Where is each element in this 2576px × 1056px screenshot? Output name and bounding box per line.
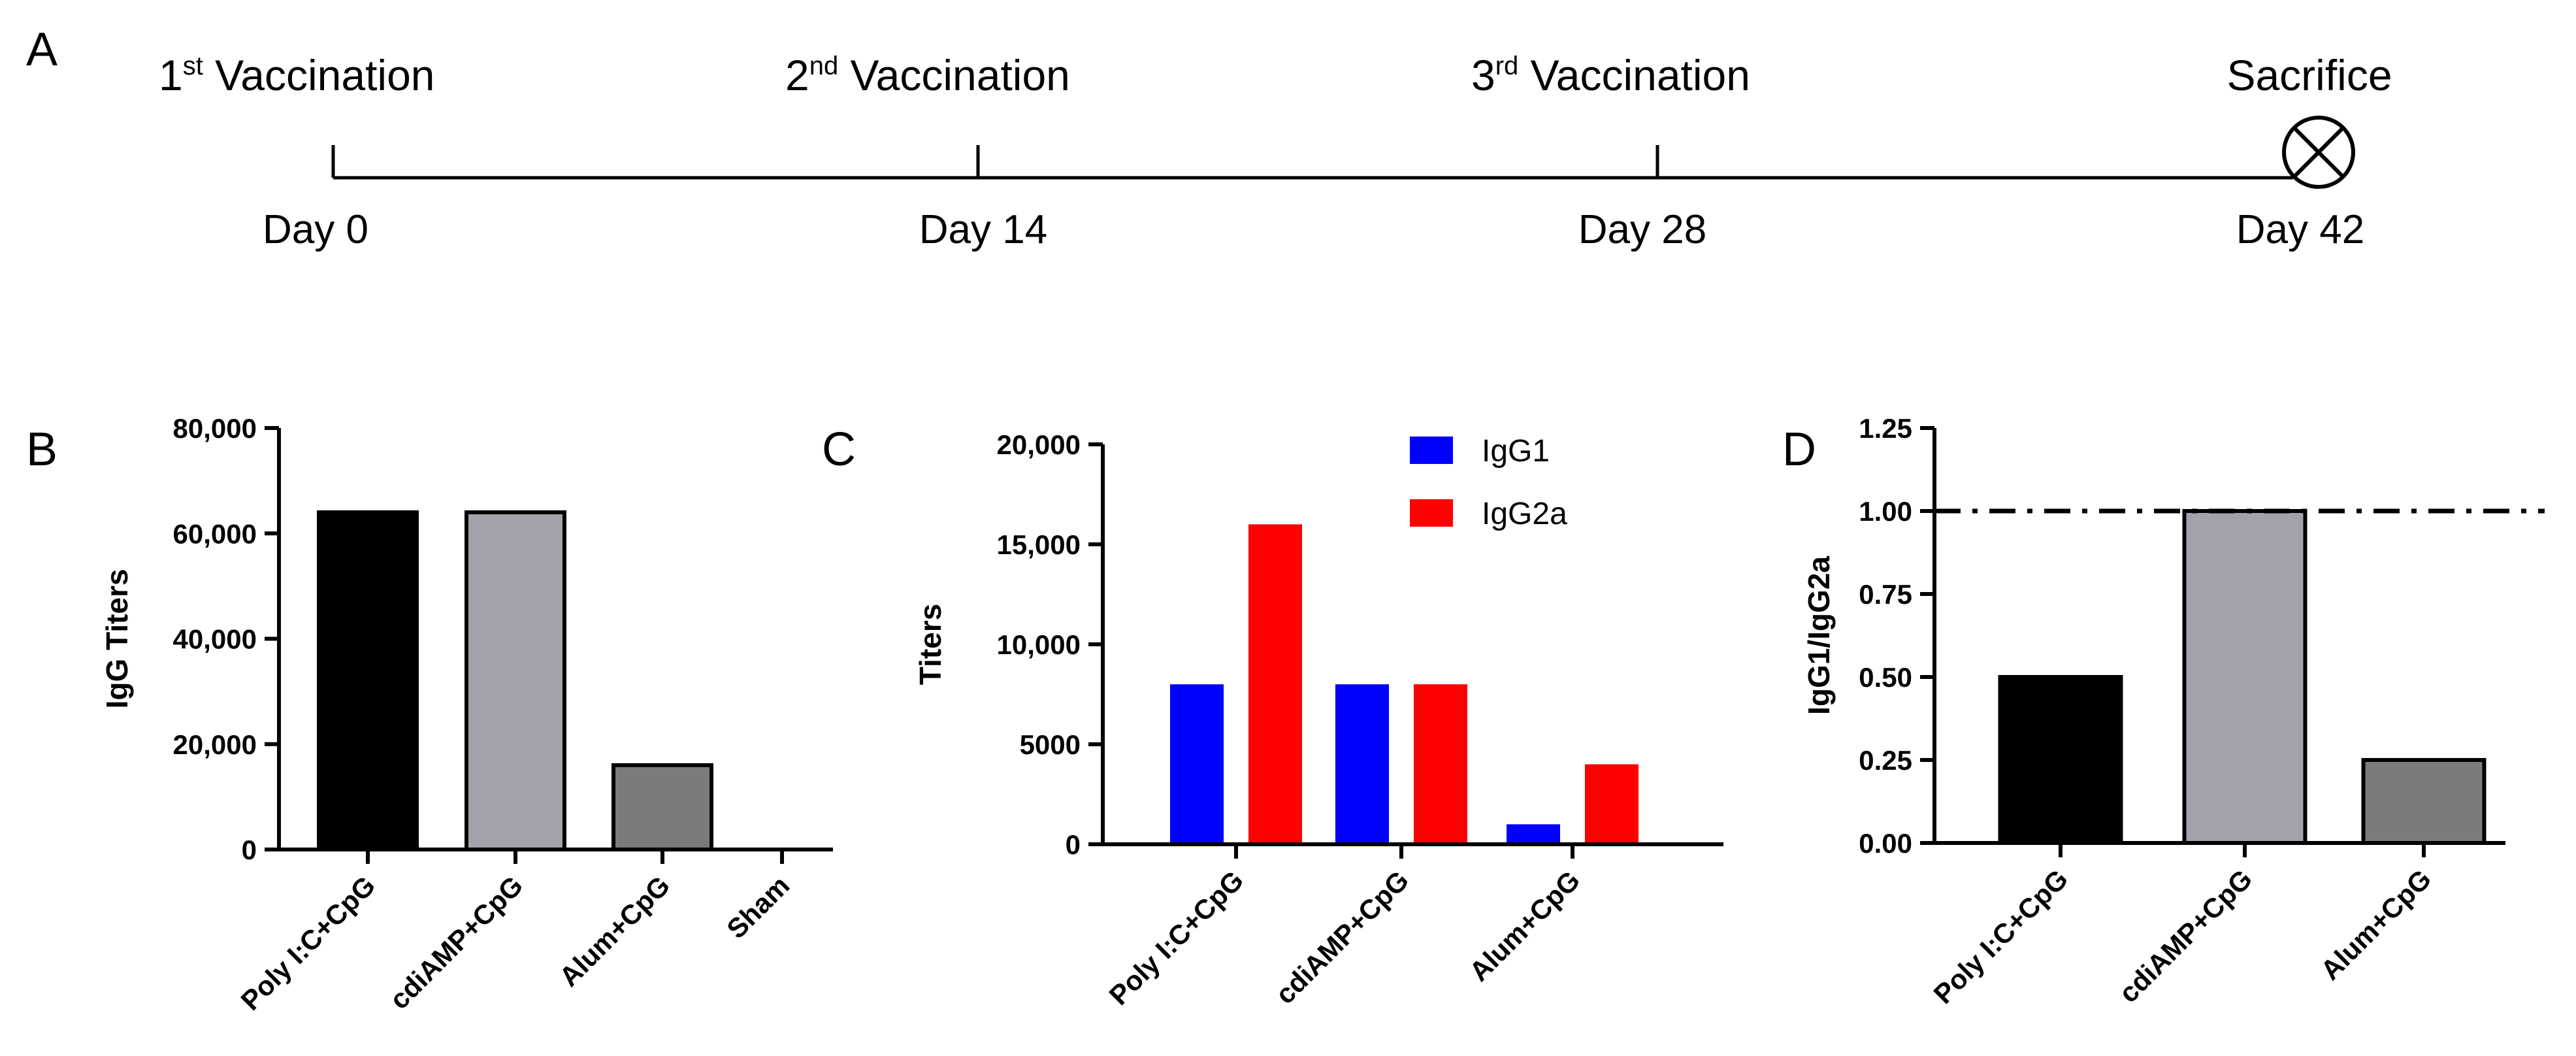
- legend-swatch-igg1: [1410, 437, 1453, 464]
- legend-label-igg2a: IgG2a: [1482, 497, 1567, 531]
- x-tick-label-cdiamp-cpg: cdiAMP+CpG: [2113, 863, 2258, 1008]
- y-tick-label: 0.00: [1859, 828, 1912, 859]
- y-tick-label: 20,000: [997, 429, 1081, 460]
- panel-a-timeline: A 1st Vaccination 2nd Vaccination 3rd Va…: [26, 24, 2392, 252]
- chart-igg1-igg2a-titers: Poly I:C+CpG cdiAMP+CpG Alum+CpG 0 5000 10,00…: [913, 429, 1723, 1011]
- bar-igg1-cdiamp-cpg: [1335, 684, 1389, 844]
- bar-cdiamp-cpg: [2182, 509, 2307, 845]
- panel-letter-d: D: [1782, 423, 1816, 476]
- x-tick-label-sham: Sham: [721, 870, 795, 944]
- y-tick-label: 10,000: [997, 629, 1081, 660]
- bar-poly-i-c-cpg: [1998, 675, 2123, 845]
- bar-igg2a-cdiamp-cpg: [1414, 684, 1467, 844]
- panel-letter-c: C: [822, 423, 856, 476]
- x-tick-label-cdiamp-cpg: cdiAMP+CpG: [1269, 865, 1414, 1010]
- y-tick-label: 80,000: [173, 413, 257, 444]
- timeline-event-4: Sacrifice: [2226, 51, 2392, 99]
- x-tick-label-alum-cpg: Alum+CpG: [553, 870, 676, 993]
- chart-c-legend: IgG1 IgG2a: [1410, 434, 1567, 531]
- x-tick-label-poly-i-c-cpg: Poly I:C+CpG: [1928, 863, 2074, 1010]
- y-tick-label: 0.50: [1859, 662, 1912, 693]
- y-tick-label: 0.25: [1859, 745, 1912, 776]
- y-axis-label: IgG Titers: [100, 569, 134, 709]
- timeline-event-1: 1st Vaccination: [159, 51, 435, 99]
- y-tick-label: 1.25: [1859, 413, 1912, 444]
- timeline-event-2: 2nd Vaccination: [785, 51, 1070, 99]
- x-tick-label-poly-i-c-cpg: Poly I:C+CpG: [235, 870, 382, 1016]
- y-tick-label: 60,000: [173, 518, 257, 549]
- x-tick-label-cdiamp-cpg: cdiAMP+CpG: [383, 870, 529, 1015]
- bar-alum-cpg: [2361, 758, 2486, 845]
- bar-igg2a-poly-i-c-cpg: [1248, 524, 1302, 844]
- legend-label-igg1: IgG1: [1482, 434, 1550, 469]
- chart-igg1-igg2a-ratio: Poly I:C+CpG cdiAMP+CpG Alum+CpG 0.00 0.25 0.…: [1802, 413, 2545, 1010]
- timeline-day-28: Day 28: [1578, 207, 1706, 252]
- y-tick-label: 40,000: [173, 624, 257, 655]
- chart-igg-titers: Poly I:C+CpG cdiAMP+CpG Alum+CpG Sham 0 20,00…: [100, 413, 833, 1016]
- x-tick-label-alum-cpg: Alum+CpG: [1463, 865, 1586, 987]
- bar-igg1-alum-cpg: [1507, 824, 1560, 844]
- y-tick-label: 0: [242, 834, 257, 865]
- y-axis-label: Titers: [913, 604, 947, 685]
- y-tick-label: 0.75: [1859, 579, 1912, 610]
- y-tick-label: 0: [1066, 829, 1081, 860]
- bar-igg1-poly-i-c-cpg: [1170, 684, 1224, 844]
- timeline-day-0: Day 0: [263, 207, 368, 252]
- y-tick-label: 20,000: [173, 729, 257, 760]
- y-tick-label: 5000: [1020, 729, 1081, 760]
- bar-poly-i-c-cpg: [317, 510, 419, 851]
- y-tick-label: 1.00: [1859, 496, 1912, 527]
- x-tick-label-alum-cpg: Alum+CpG: [2315, 863, 2437, 986]
- x-tick-label-poly-i-c-cpg: Poly I:C+CpG: [1103, 865, 1250, 1011]
- timeline-event-3: 3rd Vaccination: [1471, 51, 1750, 99]
- bar-igg2a-alum-cpg: [1585, 764, 1639, 844]
- timeline-day-14: Day 14: [919, 207, 1047, 252]
- bar-alum-cpg: [611, 763, 713, 851]
- panel-letter-a: A: [26, 24, 57, 76]
- panel-letter-b: B: [26, 423, 57, 476]
- y-tick-label: 15,000: [997, 529, 1081, 560]
- timeline-day-42: Day 42: [2236, 207, 2364, 252]
- legend-swatch-igg2a: [1410, 499, 1453, 527]
- circled-x-icon: [2282, 116, 2355, 189]
- y-axis-label: IgG1/IgG2a: [1802, 556, 1836, 715]
- bar-cdiamp-cpg: [465, 510, 566, 851]
